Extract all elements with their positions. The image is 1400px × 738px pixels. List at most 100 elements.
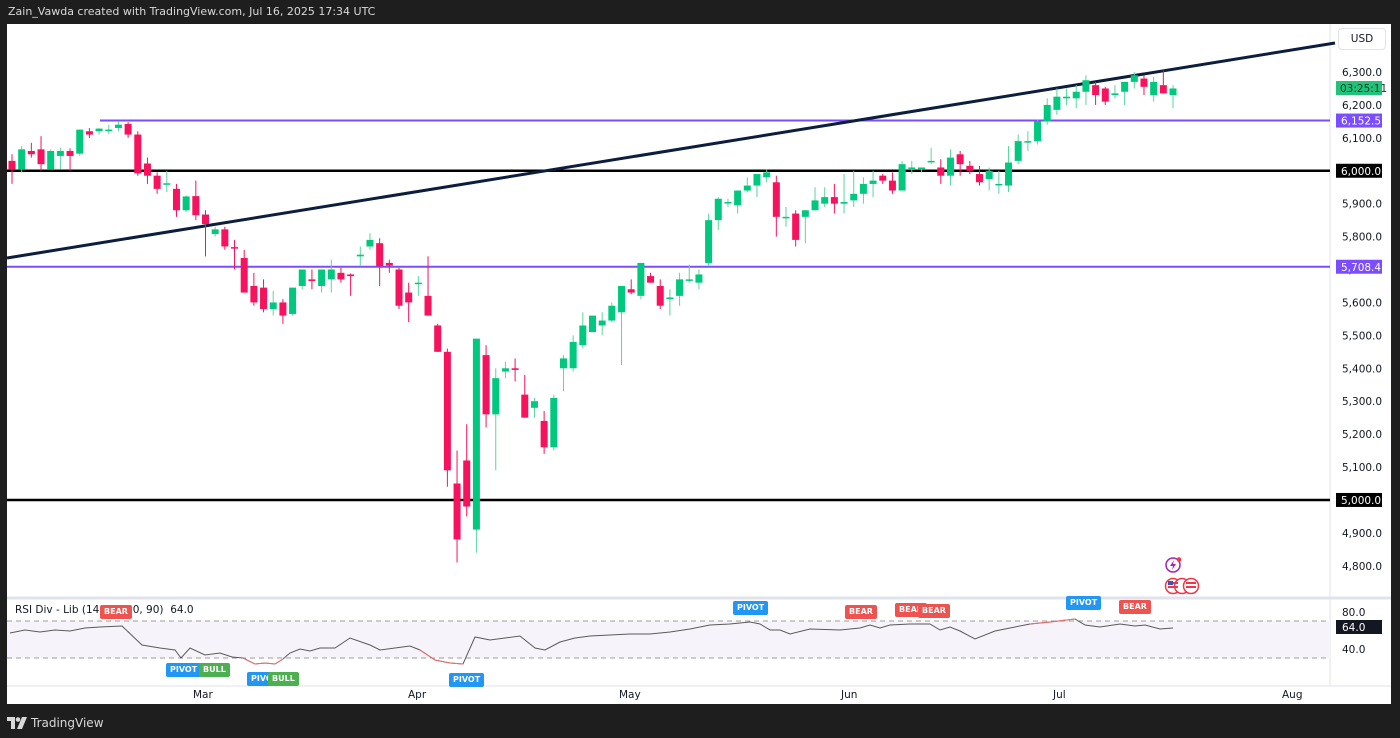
candle xyxy=(211,229,219,234)
candle xyxy=(172,188,180,211)
rsi-marker-bull: BULL xyxy=(199,663,230,677)
candle xyxy=(579,325,587,346)
rsi-marker-bear: BEAR xyxy=(918,604,950,618)
candle xyxy=(182,196,190,211)
candle xyxy=(850,193,858,201)
candle xyxy=(289,287,297,314)
svg-text:03:25:11: 03:25:11 xyxy=(1340,83,1387,95)
candle xyxy=(714,198,722,221)
candle xyxy=(250,285,258,303)
candle xyxy=(888,180,896,191)
candle xyxy=(598,320,606,326)
candle xyxy=(685,279,693,281)
candle xyxy=(192,196,200,216)
candle xyxy=(1072,91,1080,99)
candle xyxy=(8,160,16,170)
price-tag xyxy=(1336,163,1382,178)
candle xyxy=(1092,85,1100,96)
candle xyxy=(492,378,500,415)
candle xyxy=(908,167,916,169)
rsi-marker-pivot: PIVOT xyxy=(166,663,202,677)
candle xyxy=(279,302,287,316)
price-tick: 5,100.0 xyxy=(1342,462,1382,474)
candle xyxy=(695,274,703,283)
candle xyxy=(163,183,171,185)
candle xyxy=(414,282,422,285)
candle xyxy=(985,170,993,179)
svg-text:80.0: 80.0 xyxy=(1342,607,1365,619)
candle xyxy=(608,305,616,321)
candle xyxy=(1159,85,1167,94)
candle xyxy=(453,483,461,540)
currency-selector[interactable]: USD xyxy=(1338,28,1386,50)
candle xyxy=(260,287,268,310)
candle xyxy=(521,394,529,418)
candle xyxy=(66,151,74,156)
candle xyxy=(124,124,132,135)
candle xyxy=(966,165,974,171)
candle xyxy=(1034,121,1042,142)
month-label: Apr xyxy=(408,689,427,701)
candle xyxy=(1140,78,1148,87)
month-label: May xyxy=(619,689,641,701)
candle xyxy=(753,174,761,186)
candle xyxy=(530,401,538,408)
rsi-marker-bear: BEAR xyxy=(1119,600,1151,614)
candle xyxy=(501,368,509,372)
price-tag-label: 6,000.0 xyxy=(1341,166,1381,178)
candle xyxy=(37,149,45,165)
candle xyxy=(1005,162,1013,186)
price-tag-label: 6,152.5 xyxy=(1341,116,1381,128)
candle xyxy=(1150,81,1158,96)
price-tag xyxy=(1336,492,1382,507)
rsi-value: 64.0 xyxy=(170,604,194,616)
candle xyxy=(705,220,713,263)
candle xyxy=(1024,141,1032,143)
candle xyxy=(559,358,567,369)
candle xyxy=(676,279,684,296)
rsi-marker-bull: BULL xyxy=(268,672,299,686)
candle xyxy=(143,163,151,176)
candle xyxy=(1130,75,1138,82)
candle xyxy=(337,272,345,280)
price-tick: 5,500.0 xyxy=(1342,330,1382,342)
svg-text:40.0: 40.0 xyxy=(1342,644,1365,656)
candle xyxy=(221,229,229,247)
candle xyxy=(472,338,480,530)
price-tick: 5,800.0 xyxy=(1342,232,1382,244)
candle xyxy=(1169,88,1177,96)
trendline xyxy=(6,41,1336,260)
rsi-line xyxy=(9,618,1174,665)
candle xyxy=(995,183,1003,186)
candle xyxy=(540,420,548,448)
candle xyxy=(782,216,790,219)
tradingview-logo-icon xyxy=(7,717,27,729)
candle xyxy=(95,128,103,132)
rsi-marker-pivot: PIVOT xyxy=(733,601,769,615)
candle xyxy=(85,131,93,135)
price-tag-label: 5,000.0 xyxy=(1341,495,1381,507)
candle xyxy=(917,167,925,170)
attribution-text: Zain_Vawda created with TradingView.com,… xyxy=(8,5,376,18)
candle xyxy=(1111,93,1119,96)
price-tick: 5,200.0 xyxy=(1342,429,1382,441)
month-label: Mar xyxy=(193,689,213,701)
candle xyxy=(647,276,655,283)
candle xyxy=(231,247,239,249)
candle xyxy=(434,325,442,352)
month-label: Aug xyxy=(1282,689,1303,701)
rsi-value-tag xyxy=(1336,620,1382,634)
us-flag-events-icon xyxy=(1164,577,1200,595)
candle xyxy=(550,397,558,448)
candle xyxy=(734,190,742,206)
lightning-event-icon xyxy=(1165,557,1182,573)
candle xyxy=(308,279,316,282)
candle xyxy=(618,285,626,313)
tradingview-logo[interactable]: TradingView xyxy=(7,716,104,730)
candle xyxy=(240,257,248,293)
event-icons[interactable] xyxy=(1163,556,1203,602)
rsi-marker-bear: BEAR xyxy=(100,605,132,619)
candle xyxy=(589,315,596,333)
candle xyxy=(946,157,954,176)
